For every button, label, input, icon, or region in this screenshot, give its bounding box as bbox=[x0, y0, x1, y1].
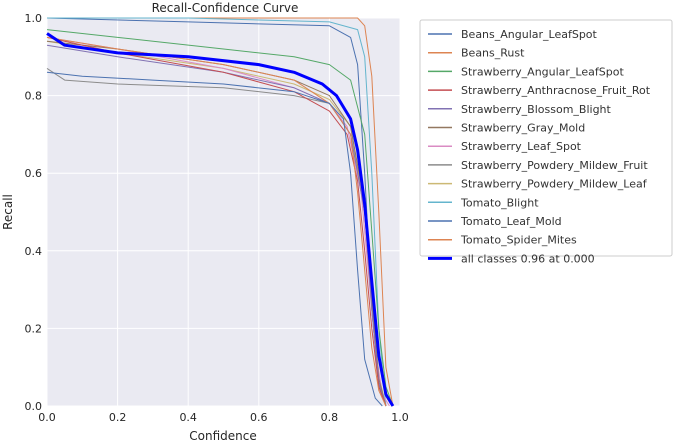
legend-label: Beans_Angular_LeafSpot bbox=[461, 28, 598, 41]
series-line-0 bbox=[46, 71, 383, 407]
legend-label: Strawberry_Angular_LeafSpot bbox=[461, 65, 624, 78]
chart-title: Recall-Confidence Curve bbox=[152, 1, 299, 15]
series-line-1 bbox=[46, 36, 387, 407]
legend-label: Tomato_Spider_Mites bbox=[460, 234, 577, 247]
y-axis-label: Recall bbox=[1, 194, 15, 230]
x-tick-label: 0.8 bbox=[321, 411, 339, 424]
legend-label: Strawberry_Leaf_Spot bbox=[461, 140, 582, 153]
x-tick-label: 1.0 bbox=[391, 411, 409, 424]
x-axis-label: Confidence bbox=[189, 429, 256, 443]
legend: Beans_Angular_LeafSpot Beans_Rust Strawber… bbox=[419, 19, 673, 265]
x-tick-label: 0.4 bbox=[179, 411, 197, 424]
y-tick-label: 1.0 bbox=[25, 12, 43, 25]
legend-label: Strawberry_Gray_Mold bbox=[461, 122, 585, 135]
legend-box bbox=[419, 19, 673, 257]
series-line-11 bbox=[47, 17, 394, 407]
x-tick-label: 0.2 bbox=[109, 411, 127, 424]
series-line-2 bbox=[46, 29, 394, 407]
legend-label: all classes 0.96 at 0.000 bbox=[461, 252, 595, 265]
y-tick-label: 0.0 bbox=[25, 400, 43, 413]
series-line-12 bbox=[46, 32, 395, 407]
y-tick-label: 0.6 bbox=[25, 167, 43, 180]
x-tick-label: 0.0 bbox=[38, 411, 56, 424]
legend-label: Strawberry_Powdery_Mildew_Fruit bbox=[461, 159, 648, 172]
legend-label: Strawberry_Blossom_Blight bbox=[461, 103, 612, 116]
ticks: 0.0 0.2 0.4 0.6 0.8 1.0 0.0 0.2 0.4 0.6 0.8 1.0 bbox=[25, 12, 409, 424]
x-tick-label: 0.6 bbox=[250, 411, 268, 424]
legend-label: Beans_Rust bbox=[461, 47, 525, 60]
legend-label: Tomato_Blight bbox=[460, 196, 539, 209]
legend-label: Strawberry_Powdery_Mildew_Leaf bbox=[461, 178, 648, 191]
series-line-9 bbox=[47, 17, 387, 407]
y-tick-label: 0.2 bbox=[25, 322, 43, 335]
legend-label: Strawberry_Anthracnose_Fruit_Rot bbox=[461, 84, 651, 97]
series-line-3 bbox=[46, 36, 387, 407]
series-layer bbox=[46, 17, 395, 407]
y-tick-label: 0.4 bbox=[25, 245, 43, 258]
y-tick-label: 0.8 bbox=[25, 90, 43, 103]
plot-background bbox=[47, 18, 400, 406]
legend-label: Tomato_Leaf_Mold bbox=[460, 215, 562, 228]
